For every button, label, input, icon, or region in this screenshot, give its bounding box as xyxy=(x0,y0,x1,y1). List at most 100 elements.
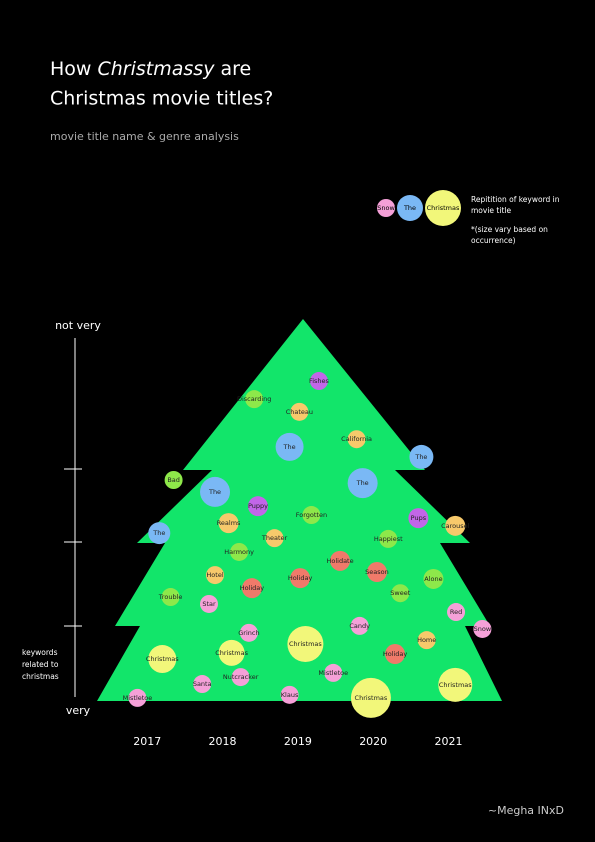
bubble xyxy=(302,506,321,525)
bubble xyxy=(200,476,231,507)
bubble xyxy=(275,432,304,461)
bubble-label: Mistletoe xyxy=(123,694,153,702)
bubble-label: Season xyxy=(365,568,389,576)
bubble-label: Christmas xyxy=(146,655,179,663)
bubble xyxy=(350,616,369,635)
legend-swatch xyxy=(425,190,461,226)
legend-text-box: Repitition of keyword in movie title *(s… xyxy=(471,195,560,245)
bubble-label: The xyxy=(356,479,369,487)
title-before: How xyxy=(50,58,91,80)
bubble-label: Mistletoe xyxy=(318,669,348,677)
bubble xyxy=(408,508,429,529)
bubble-label: Red xyxy=(450,608,462,616)
legend-label: Snow xyxy=(377,204,395,212)
bubble-label: The xyxy=(283,443,296,451)
bubble-label: Holiday xyxy=(288,574,313,582)
legend-note: *(size vary based on occurrence) xyxy=(471,225,548,245)
y-label-box: keywords related to christmas xyxy=(22,648,59,681)
bubble-label: Snow xyxy=(474,625,492,633)
bubble-label: Happiest xyxy=(374,535,403,543)
bubble-label: Klaus xyxy=(281,691,299,699)
bubble-label: Forgotten xyxy=(296,511,327,519)
bubble xyxy=(265,529,284,548)
bubble xyxy=(473,619,492,638)
bubble xyxy=(409,444,434,469)
bubble-label: Star xyxy=(202,600,216,608)
bubble-label: Holidate xyxy=(326,557,353,565)
bubble xyxy=(206,566,225,585)
bubble-label: Home xyxy=(417,636,436,644)
bubble xyxy=(231,668,250,687)
bubble xyxy=(245,390,264,409)
bubble xyxy=(230,542,249,561)
bubble xyxy=(241,578,262,599)
y-tick-label: very xyxy=(66,704,91,717)
bubble xyxy=(148,645,177,674)
bubble xyxy=(385,644,406,665)
title-after: are xyxy=(221,58,252,80)
bubble xyxy=(347,430,366,449)
bubble xyxy=(366,562,387,583)
bubble-label: Trouble xyxy=(158,593,183,601)
bubble-label: Alone xyxy=(424,575,442,583)
title-line2: Christmas movie titles? xyxy=(50,88,273,110)
bubble-label: Harmony xyxy=(224,548,254,556)
bubble xyxy=(445,515,466,536)
bubble xyxy=(438,667,473,702)
bubble-label: California xyxy=(341,435,372,443)
bubble-label: The xyxy=(208,488,221,496)
bubble xyxy=(447,603,466,622)
bubble-label: Christmas xyxy=(439,681,472,689)
bubble-label: Christmas xyxy=(355,694,388,702)
bubble-label: Discarding xyxy=(237,395,272,403)
subtitle: movie title name & genre analysis xyxy=(50,130,239,143)
bubble xyxy=(164,471,183,489)
bubble-label: Fishes xyxy=(309,377,330,385)
legend-text: Repitition of keyword in movie title xyxy=(471,195,560,215)
bubble-label: Candy xyxy=(349,622,370,630)
bubble xyxy=(148,522,171,545)
legend-swatch xyxy=(377,199,395,217)
bubble xyxy=(417,631,436,650)
bubble-label: Realms xyxy=(217,519,241,527)
bubble xyxy=(330,550,351,571)
x-tick-label: 2017 xyxy=(133,735,161,748)
bubble xyxy=(239,623,258,642)
x-tick-label: 2020 xyxy=(359,735,387,748)
bubble xyxy=(200,594,219,613)
bubble xyxy=(161,588,180,607)
bubble-label: Chateau xyxy=(286,408,313,416)
title-emphasis: Christmassy xyxy=(98,58,216,80)
x-tick-label: 2019 xyxy=(284,735,312,748)
bubble-label: Nutcracker xyxy=(223,673,259,681)
tree xyxy=(97,319,502,701)
bubble xyxy=(247,496,268,517)
bubble-label: The xyxy=(414,453,427,461)
bubble xyxy=(347,468,378,499)
bubble xyxy=(287,626,324,663)
bubble xyxy=(218,513,239,534)
bubble xyxy=(280,685,299,704)
y-tick-label: not very xyxy=(55,319,101,332)
bubble-label: Bad xyxy=(167,476,180,484)
bubble-label: Sweet xyxy=(390,589,410,597)
bubble-label: Hotel xyxy=(206,571,223,579)
y-label: keywords related to christmas xyxy=(22,648,59,681)
bubble-label: Holiday xyxy=(383,650,408,658)
x-tick-label: 2018 xyxy=(209,735,237,748)
bubble xyxy=(218,639,245,666)
bubble xyxy=(423,568,444,589)
legend-label: Christmas xyxy=(427,204,460,212)
x-tick-label: 2021 xyxy=(435,735,463,748)
bubble xyxy=(350,677,391,718)
bubble xyxy=(128,688,147,707)
bubble-label: Pups xyxy=(411,514,427,522)
bubble xyxy=(379,529,398,548)
bubble xyxy=(391,584,410,603)
legend-swatch xyxy=(397,195,423,221)
bubble-label: Carousel xyxy=(441,522,470,530)
bubble-label: Grinch xyxy=(238,629,259,637)
bubble-label: Puppy xyxy=(248,502,268,510)
bubble-label: Theater xyxy=(261,534,288,542)
